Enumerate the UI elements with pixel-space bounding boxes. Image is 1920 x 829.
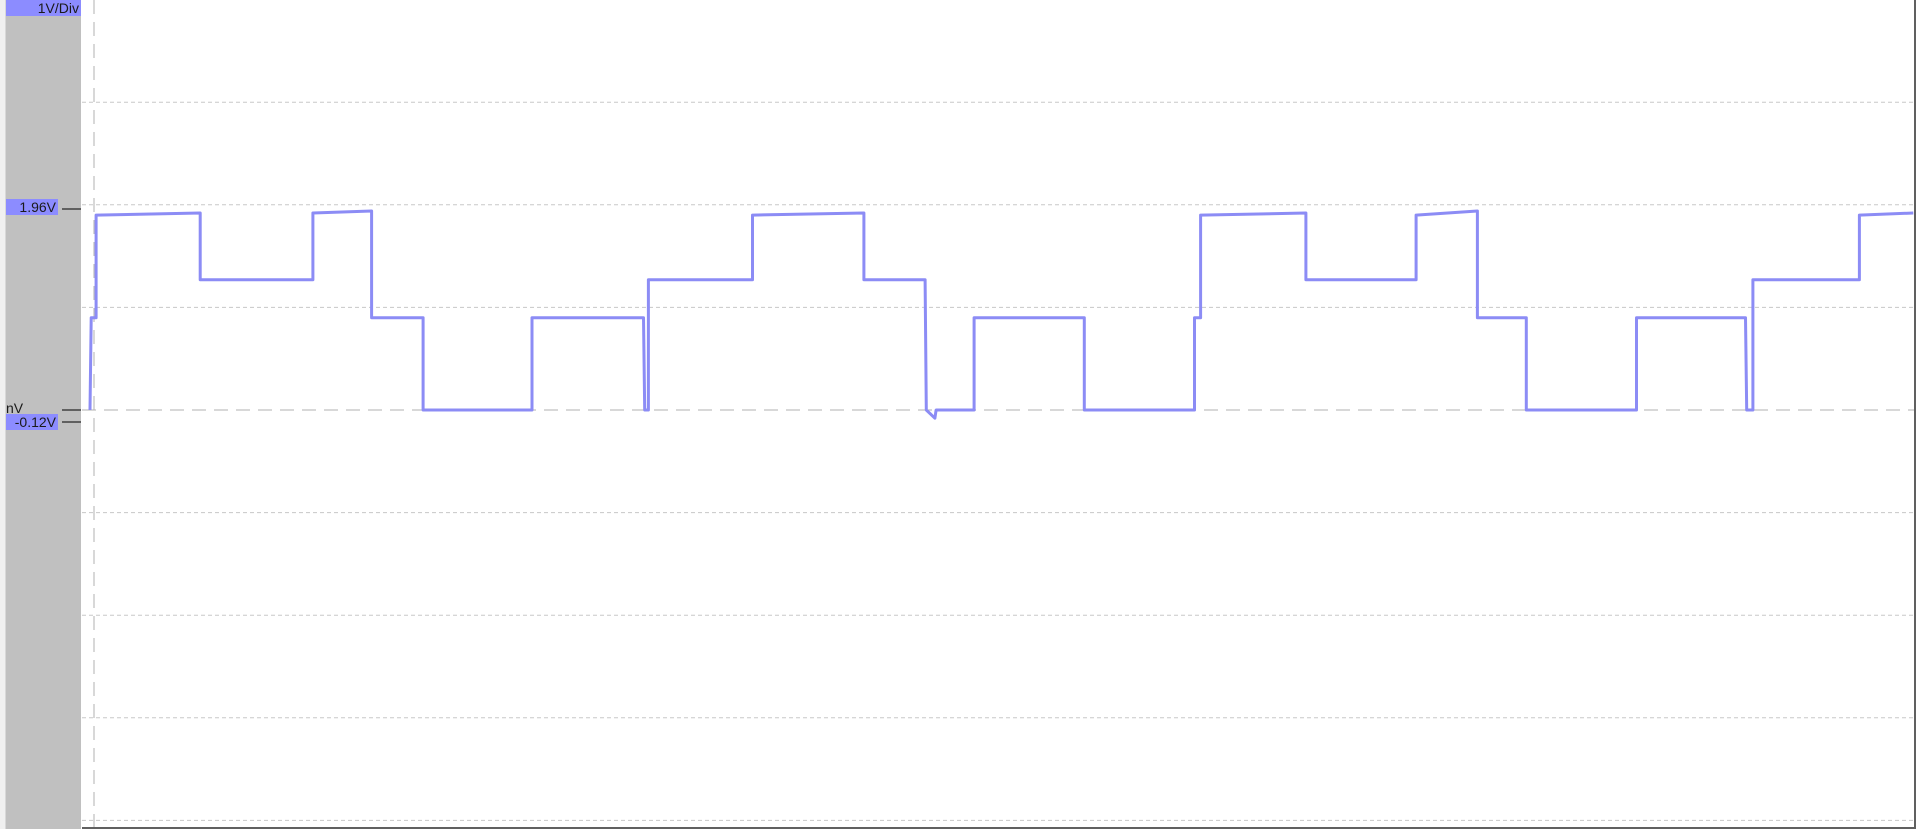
scale-label: 1V/Div [6,0,81,16]
marker-label-ground[interactable]: nV [6,400,24,416]
window-edge [0,0,6,829]
marker-label-high[interactable]: 1.96V [6,199,58,215]
marker-label-low[interactable]: -0.12V [6,414,58,430]
signal-trace [88,209,1914,420]
